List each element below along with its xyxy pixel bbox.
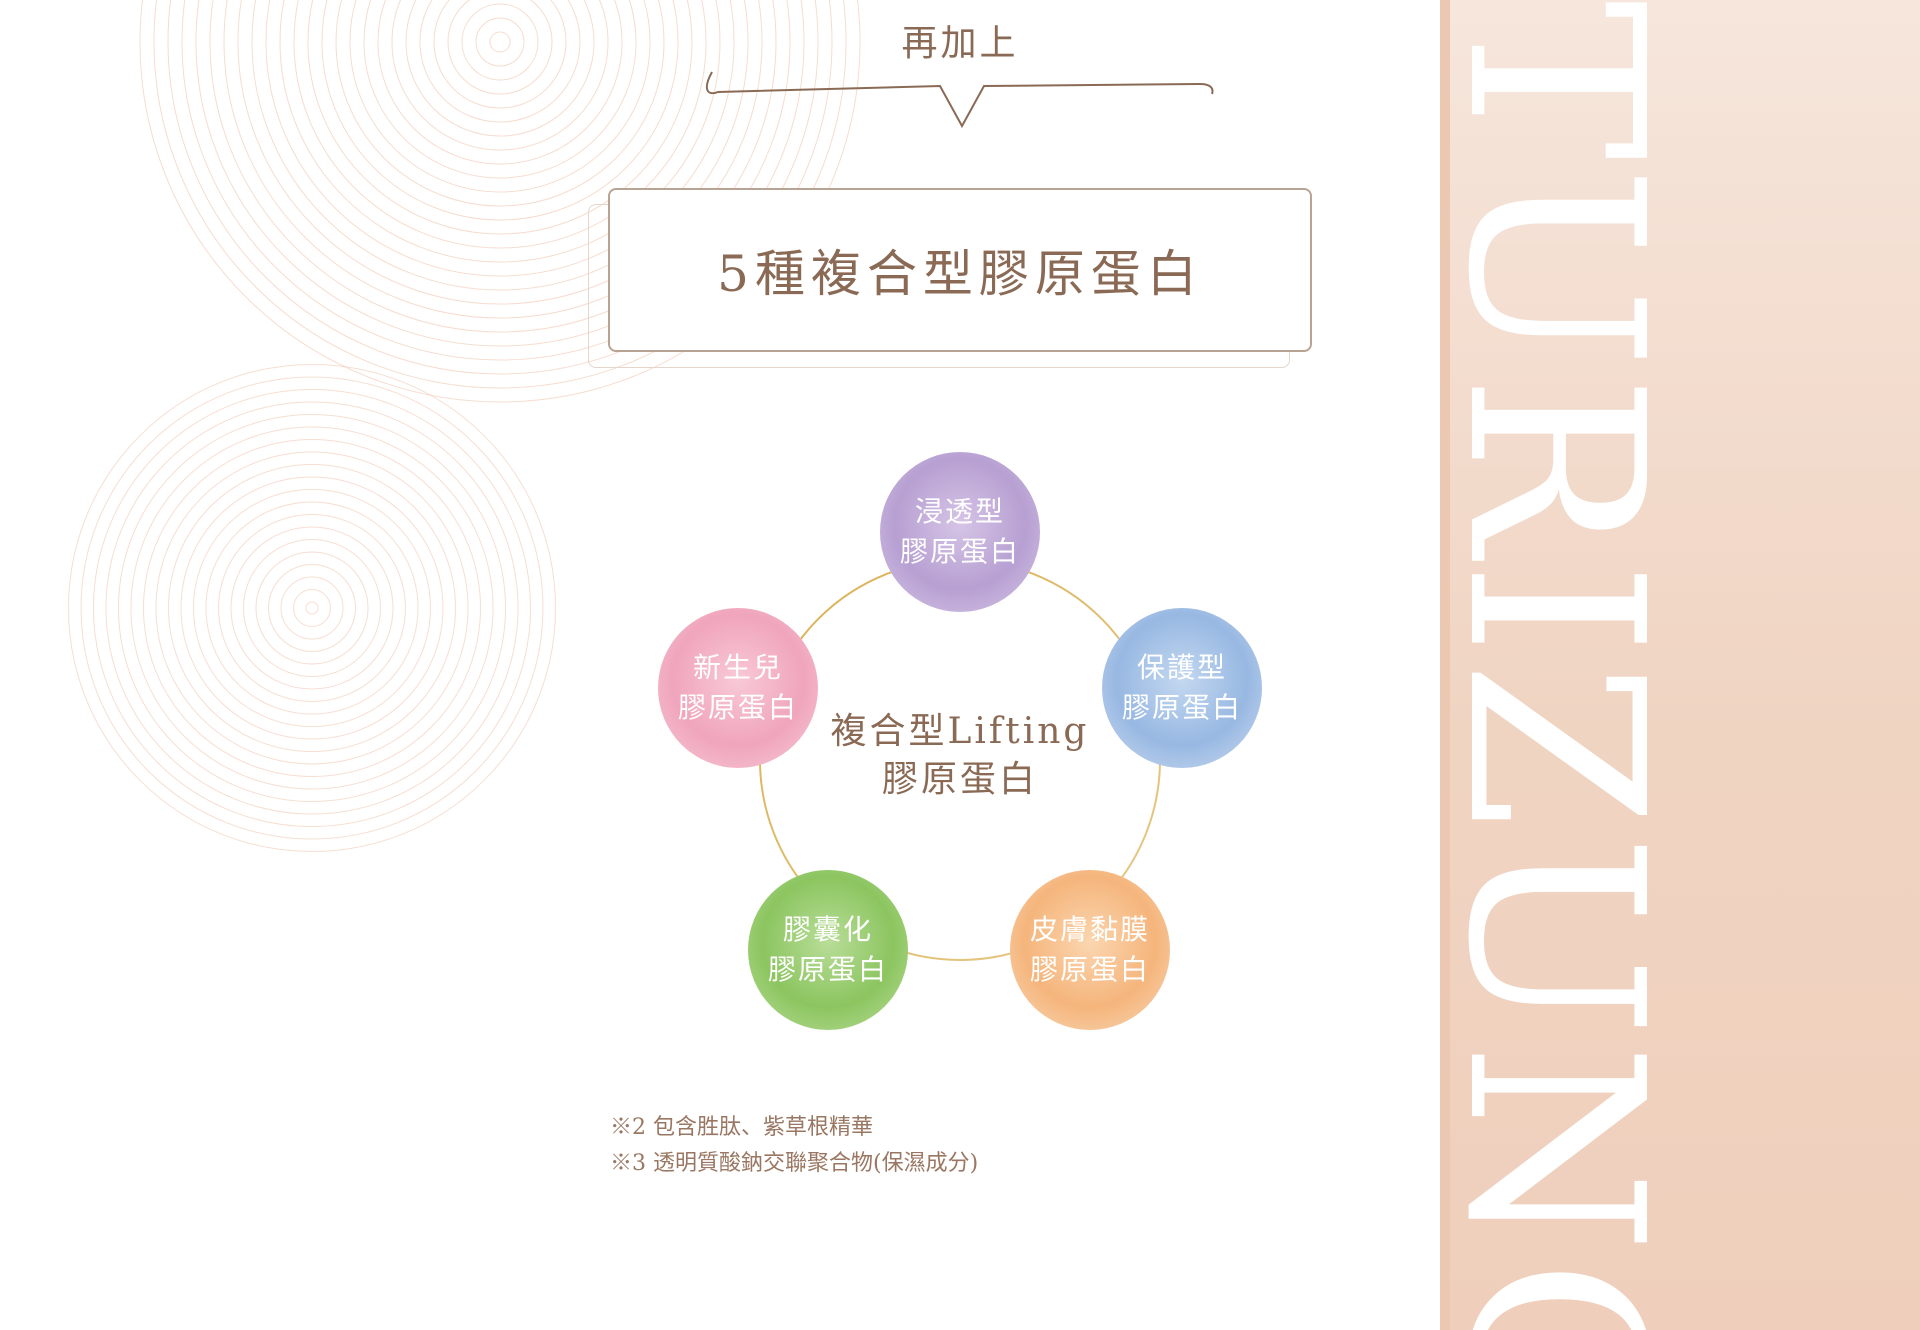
node-label-line2: 膠原蛋白 (767, 953, 888, 986)
background-ring (243, 539, 381, 677)
side-panel-edge (1440, 0, 1450, 1330)
background-ring (349, 0, 651, 193)
background-ring (118, 414, 506, 802)
background-ring (251, 0, 749, 291)
background-ring (335, 0, 665, 207)
node-label-line1: 膠囊化 (782, 913, 873, 946)
background-ring (155, 451, 469, 765)
background-ring (305, 601, 319, 615)
node-protective-collagen: 保護型 膠原蛋白 (1102, 608, 1262, 768)
background-ring (195, 0, 805, 347)
node-label-line1: 皮膚黏膜 (1029, 913, 1150, 946)
background-ring (143, 439, 481, 777)
node-newborn-collagen: 新生兒 膠原蛋白 (658, 608, 818, 768)
background-ring (405, 0, 595, 137)
background-ring (168, 464, 456, 752)
background-ring (268, 564, 356, 652)
background-ring (193, 489, 431, 727)
node-label-line2: 膠原蛋白 (1029, 953, 1150, 986)
background-ring (293, 0, 707, 249)
title-text: 5種複合型膠原蛋白 (717, 245, 1203, 303)
background-ring (363, 0, 637, 179)
background-ring (293, 589, 331, 627)
background-ring (279, 0, 721, 263)
background-ring (209, 0, 791, 333)
node-label-line2: 膠原蛋白 (1121, 691, 1242, 724)
node-label-line2: 膠原蛋白 (899, 535, 1020, 568)
center-label: 複合型Lifting 膠原蛋白 (810, 708, 1110, 804)
node-label-line1: 浸透型 (914, 495, 1005, 528)
background-ring (419, 0, 581, 123)
background-ring (433, 0, 567, 109)
background-ring (447, 0, 553, 95)
node-label-line1: 保護型 (1136, 651, 1227, 684)
footnote-2: ※2 包含胜肽、紫草根精華 (610, 1115, 873, 1140)
background-ring (205, 501, 419, 715)
background-ring (280, 576, 344, 640)
background-ring (68, 364, 556, 852)
node-mucosa-collagen: 皮膚黏膜 膠原蛋白 (1010, 870, 1170, 1030)
collagen-diagram: 複合型Lifting 膠原蛋白 浸透型 膠原蛋白 保護型 膠原蛋白 皮膚黏膜 膠… (640, 440, 1280, 1040)
background-ring (167, 0, 833, 375)
background-ring (80, 376, 544, 840)
side-brand-word: TURIZUNG (1440, 0, 1695, 1330)
title-frame: 5種複合型膠原蛋白 (588, 188, 1312, 374)
background-rings (68, 0, 861, 852)
background-ring (230, 526, 394, 690)
background-ring (255, 551, 369, 665)
footnote-3: ※3 透明質酸鈉交聯聚合物(保濕成分) (610, 1151, 979, 1176)
background-ring (153, 0, 847, 389)
background-ring (93, 389, 531, 827)
title-box: 5種複合型膠原蛋白 (608, 188, 1312, 352)
center-label-line1: 複合型Lifting (830, 711, 1090, 752)
node-encapsulated-collagen: 膠囊化 膠原蛋白 (748, 870, 908, 1030)
background-ring (139, 0, 861, 403)
background-ring (475, 17, 525, 67)
intro-heading: 再加上 (880, 14, 1040, 66)
node-penetrating-collagen: 浸透型 膠原蛋白 (880, 452, 1040, 612)
node-label-line1: 新生兒 (692, 651, 783, 684)
background-ring (489, 31, 511, 53)
side-panel: TURIZUNG (1440, 0, 1920, 1330)
node-label-line2: 膠原蛋白 (677, 691, 798, 724)
background-ring (265, 0, 735, 277)
background-ring (461, 3, 539, 81)
background-ring (307, 0, 693, 235)
intro-text: 再加上 (901, 23, 1019, 64)
background-ring (181, 0, 819, 361)
footnotes: ※2 包含胜肽、紫草根精華 ※3 透明質酸鈉交聯聚合物(保濕成分) (610, 1110, 978, 1182)
center-label-line2: 膠原蛋白 (881, 759, 1038, 800)
background-ring (180, 476, 444, 740)
background-ring (223, 0, 777, 319)
background-ring (237, 0, 763, 305)
background-ring (321, 0, 679, 221)
background-ring (391, 0, 609, 151)
brace-divider (705, 71, 1214, 129)
background-ring (105, 401, 519, 815)
background-ring (218, 514, 406, 702)
background-ring (130, 426, 494, 790)
background-ring (377, 0, 623, 165)
